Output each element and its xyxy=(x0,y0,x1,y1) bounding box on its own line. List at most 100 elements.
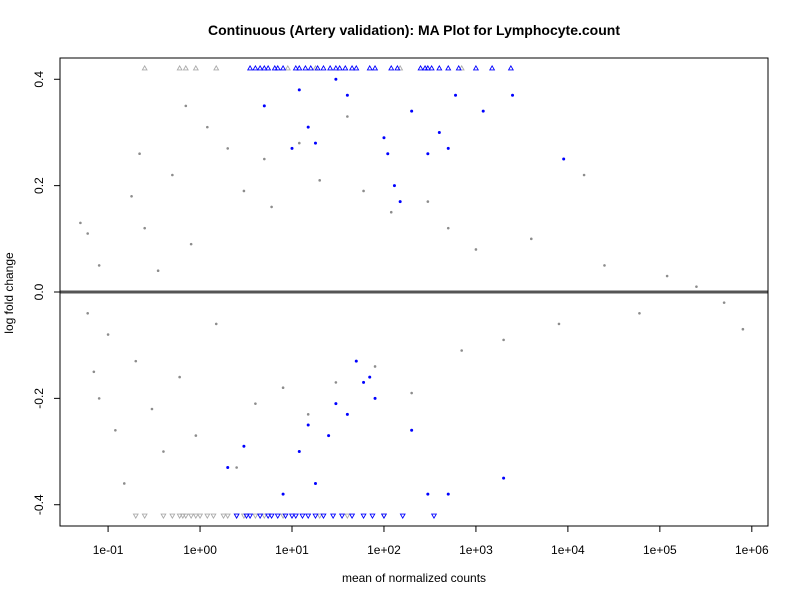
clipped-bottom-ns-2 xyxy=(160,513,167,519)
significant-point-4 xyxy=(313,141,317,145)
not_significant-point-34 xyxy=(346,115,349,118)
clipped-top-sig-9 xyxy=(296,65,303,71)
not_significant-point-7 xyxy=(114,428,117,432)
clipped-top-sig-21 xyxy=(371,65,379,71)
clipped-bottom-sig-12 xyxy=(312,513,319,519)
not_significant-point-24 xyxy=(235,466,238,469)
significant-point-31 xyxy=(373,396,377,400)
not_significant-point-39 xyxy=(426,200,430,203)
clipped-top-sig-18 xyxy=(348,65,356,71)
y-tick-label: 0.4 xyxy=(32,71,46,88)
clipped-bottom-ns-19 xyxy=(316,513,323,519)
clipped-top-sig-2 xyxy=(257,65,264,71)
not_significant-point-30 xyxy=(297,141,301,145)
clipped-bottom-ns-20 xyxy=(344,513,351,519)
significant-point-30 xyxy=(368,375,372,379)
not_significant-point-52 xyxy=(741,327,745,331)
not_significant-point-40 xyxy=(446,226,450,230)
not_significant-point-19 xyxy=(189,242,193,246)
clipped-top-ns-1 xyxy=(176,65,183,71)
not_significant-point-47 xyxy=(603,264,606,267)
clipped-top-sig-4 xyxy=(265,65,272,71)
clipped-bottom-sig-19 xyxy=(380,513,388,519)
not_significant-point-6 xyxy=(106,333,110,336)
significant-point-17 xyxy=(511,93,515,97)
not_significant-point-35 xyxy=(362,189,365,193)
significant-point-27 xyxy=(345,412,349,416)
clipped-bottom-ns-7 xyxy=(188,513,195,519)
not_significant-point-5 xyxy=(97,397,101,400)
clipped-top-sig-6 xyxy=(274,65,281,71)
clipped-bottom-ns-1 xyxy=(141,513,148,519)
clipped-bottom-sig-16 xyxy=(348,513,356,519)
clipped-bottom-sig-21 xyxy=(430,513,438,519)
clipped-bottom-sig-4 xyxy=(265,513,272,519)
clipped-top-sig-19 xyxy=(353,65,360,71)
not_significant-point-9 xyxy=(130,194,133,198)
clipped-top-sig-23 xyxy=(394,65,401,71)
x-tick-label: 1e+06 xyxy=(735,543,769,557)
clipped-bottom-ns-4 xyxy=(176,513,183,519)
clipped-top-sig-0 xyxy=(246,65,254,71)
clipped-bottom-ns-13 xyxy=(224,513,231,519)
x-tick-label: 1e+02 xyxy=(367,543,401,557)
points-layer xyxy=(79,77,745,496)
clipped-bottom-ns-3 xyxy=(169,513,176,519)
clipped-bottom-ns-0 xyxy=(132,513,139,519)
y-tick-label: -0.4 xyxy=(32,494,46,515)
not_significant-point-0 xyxy=(79,221,82,225)
clipped-bottom-ns-5 xyxy=(179,513,186,519)
not_significant-point-23 xyxy=(226,147,230,150)
not_significant-point-11 xyxy=(138,152,141,156)
clipped-top-sig-33 xyxy=(507,65,514,71)
chart-title: Continuous (Artery validation): MA Plot … xyxy=(208,22,620,38)
clipped-bottom-sig-20 xyxy=(399,513,406,519)
not_significant-point-29 xyxy=(281,386,285,390)
clipped-bottom-ns-11 xyxy=(210,513,217,519)
clipped-top-sig-1 xyxy=(252,65,259,71)
x-axis-label: mean of normalized counts xyxy=(342,571,486,585)
significant-point-13 xyxy=(437,130,441,134)
significant-point-23 xyxy=(306,423,310,427)
significant-point-12 xyxy=(426,152,430,156)
clipped-bottom-sig-3 xyxy=(257,513,264,519)
clipped-bottom-sig-1 xyxy=(243,513,250,519)
clipped-bottom-ns-8 xyxy=(192,513,199,519)
clipped-bottom-sig-0 xyxy=(233,513,240,519)
significant-point-25 xyxy=(327,434,331,438)
not_significant-point-14 xyxy=(156,269,160,273)
significant-point-11 xyxy=(410,109,414,113)
not_significant-point-31 xyxy=(306,413,310,416)
y-axis: -0.4 -0.2 0.0 0.2 0.4 xyxy=(32,71,60,515)
y-axis-label: log fold change xyxy=(2,252,16,334)
clipped-bottom-sig-13 xyxy=(320,513,327,519)
significant-point-9 xyxy=(392,184,396,188)
y-tick-label: 0.2 xyxy=(32,177,46,194)
clipped-bottom-sig-7 xyxy=(282,513,289,519)
clipped-bottom-sig-6 xyxy=(274,513,281,519)
clipped-top-sig-8 xyxy=(292,65,299,71)
clipped-top-sig-22 xyxy=(388,65,395,71)
significant-point-3 xyxy=(306,125,310,129)
not_significant-point-25 xyxy=(242,189,246,193)
not_significant-point-51 xyxy=(722,301,726,304)
not_significant-point-50 xyxy=(695,285,698,288)
significant-point-22 xyxy=(297,450,301,454)
not_significant-point-44 xyxy=(529,237,533,241)
clipped-top-ns-2 xyxy=(182,65,189,71)
clipped-bottom-ns-16 xyxy=(252,513,259,519)
significant-point-26 xyxy=(334,402,338,406)
not_significant-point-20 xyxy=(194,434,198,437)
significant-point-2 xyxy=(297,88,301,92)
not_significant-point-13 xyxy=(150,407,154,411)
not_significant-point-33 xyxy=(334,381,338,384)
significant-point-24 xyxy=(313,481,317,485)
significant-point-1 xyxy=(290,146,294,150)
clipped-top-sig-5 xyxy=(271,65,278,71)
not_significant-point-8 xyxy=(122,482,126,485)
clipped-bottom-sig-10 xyxy=(299,513,306,519)
x-tick-label: 1e+01 xyxy=(275,543,309,557)
clipped-top-sig-14 xyxy=(327,65,334,71)
clipped-bottom-ns-10 xyxy=(204,513,211,519)
clipped-top-sig-13 xyxy=(320,65,327,71)
